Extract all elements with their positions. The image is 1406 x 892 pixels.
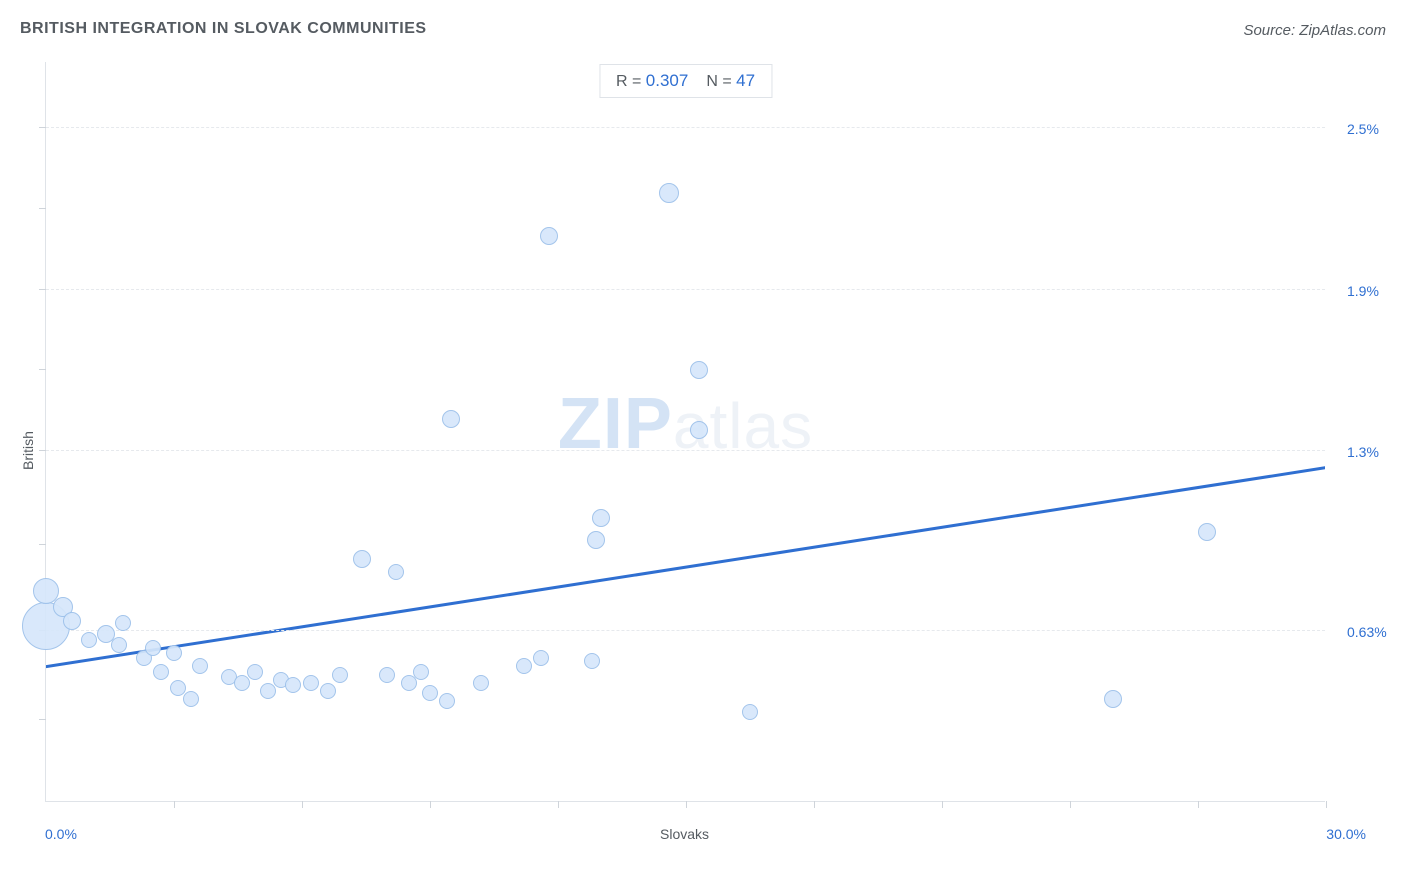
source-attribution: Source: ZipAtlas.com bbox=[1243, 22, 1386, 39]
y-tick-label: 2.5% bbox=[1347, 121, 1379, 137]
trend-line bbox=[46, 468, 1325, 667]
data-point bbox=[183, 691, 199, 707]
stats-r-label: R = bbox=[616, 73, 641, 90]
data-point bbox=[439, 693, 455, 709]
data-point bbox=[442, 410, 460, 428]
data-point bbox=[353, 550, 371, 568]
gridline-h bbox=[46, 630, 1325, 631]
x-tick bbox=[174, 801, 175, 808]
data-point bbox=[533, 650, 549, 666]
x-tick bbox=[942, 801, 943, 808]
stats-n: N = 47 bbox=[706, 71, 755, 91]
data-point bbox=[742, 704, 758, 720]
data-point bbox=[166, 645, 182, 661]
data-point bbox=[234, 675, 250, 691]
y-tick bbox=[39, 719, 46, 720]
data-point bbox=[584, 653, 600, 669]
data-point bbox=[303, 675, 319, 691]
stats-r-value: 0.307 bbox=[646, 71, 689, 90]
data-point bbox=[332, 667, 348, 683]
data-point bbox=[473, 675, 489, 691]
data-point bbox=[1198, 523, 1216, 541]
chart-container: BRITISH INTEGRATION IN SLOVAK COMMUNITIE… bbox=[0, 0, 1406, 892]
plot-area: ZIPatlas R = 0.307 N = 47 bbox=[45, 62, 1325, 802]
y-tick bbox=[39, 289, 46, 290]
data-point bbox=[285, 677, 301, 693]
data-point bbox=[690, 421, 708, 439]
stats-r: R = 0.307 bbox=[616, 71, 688, 91]
y-tick bbox=[39, 208, 46, 209]
y-tick-label: 1.3% bbox=[1347, 444, 1379, 460]
y-tick bbox=[39, 544, 46, 545]
data-point bbox=[690, 361, 708, 379]
x-axis-max-label: 30.0% bbox=[1326, 826, 1366, 842]
stats-box: R = 0.307 N = 47 bbox=[599, 64, 772, 98]
x-tick bbox=[686, 801, 687, 808]
data-point bbox=[111, 637, 127, 653]
gridline-h bbox=[46, 450, 1325, 451]
data-point bbox=[388, 564, 404, 580]
x-tick bbox=[558, 801, 559, 808]
y-tick bbox=[39, 127, 46, 128]
data-point bbox=[587, 531, 605, 549]
data-point bbox=[320, 683, 336, 699]
x-tick bbox=[1070, 801, 1071, 808]
watermark: ZIPatlas bbox=[558, 382, 813, 464]
data-point bbox=[422, 685, 438, 701]
y-tick-label: 1.9% bbox=[1347, 283, 1379, 299]
watermark-bold: ZIP bbox=[558, 383, 673, 463]
data-point bbox=[192, 658, 208, 674]
data-point bbox=[540, 227, 558, 245]
chart-title: BRITISH INTEGRATION IN SLOVAK COMMUNITIE… bbox=[20, 20, 427, 38]
data-point bbox=[153, 664, 169, 680]
data-point bbox=[592, 509, 610, 527]
y-tick bbox=[39, 450, 46, 451]
data-point bbox=[115, 615, 131, 631]
stats-n-value: 47 bbox=[736, 71, 755, 90]
gridline-h bbox=[46, 127, 1325, 128]
gridline-h bbox=[46, 289, 1325, 290]
x-axis-min-label: 0.0% bbox=[45, 826, 77, 842]
x-tick bbox=[1326, 801, 1327, 808]
data-point bbox=[1104, 690, 1122, 708]
y-tick-label: 0.63% bbox=[1347, 624, 1387, 640]
x-tick bbox=[1198, 801, 1199, 808]
y-tick bbox=[39, 369, 46, 370]
data-point bbox=[379, 667, 395, 683]
data-point bbox=[659, 183, 679, 203]
data-point bbox=[516, 658, 532, 674]
trend-line-svg bbox=[46, 62, 1325, 801]
data-point bbox=[145, 640, 161, 656]
stats-n-label: N = bbox=[706, 73, 731, 90]
x-tick bbox=[430, 801, 431, 808]
x-tick bbox=[814, 801, 815, 808]
data-point bbox=[247, 664, 263, 680]
data-point bbox=[81, 632, 97, 648]
data-point bbox=[63, 612, 81, 630]
data-point bbox=[260, 683, 276, 699]
x-tick bbox=[302, 801, 303, 808]
y-axis-title: British bbox=[20, 431, 36, 470]
data-point bbox=[413, 664, 429, 680]
data-point bbox=[401, 675, 417, 691]
x-axis-title: Slovaks bbox=[660, 826, 709, 842]
